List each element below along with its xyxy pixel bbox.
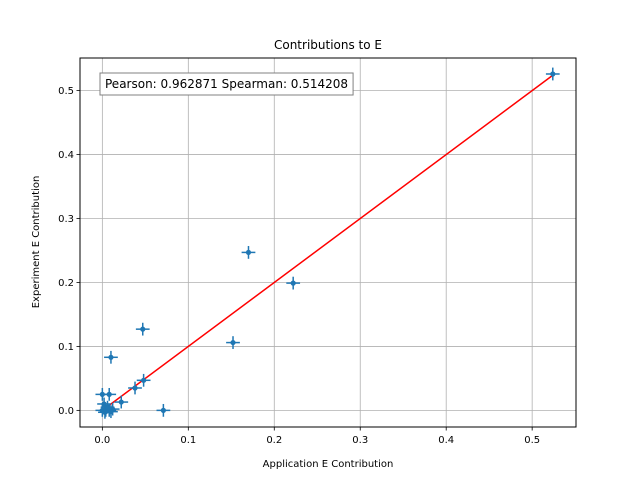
y-tick-label: 0.2 xyxy=(58,278,74,289)
annotation-text: Pearson: 0.962871 Spearman: 0.514208 xyxy=(105,77,348,91)
data-point xyxy=(286,276,301,290)
point-marker xyxy=(550,71,556,77)
y-axis-label: Experiment E Contribution xyxy=(31,176,42,309)
fit-line-layer xyxy=(101,74,554,411)
x-tick-label: 0.4 xyxy=(438,435,454,446)
point-marker xyxy=(160,407,166,413)
point-marker xyxy=(230,339,236,346)
data-point xyxy=(136,373,151,387)
x-tick-label: 0.3 xyxy=(352,435,368,446)
data-point xyxy=(135,322,150,336)
data-points-layer xyxy=(95,67,560,419)
point-marker xyxy=(140,326,146,332)
y-tick-label: 0.5 xyxy=(58,86,74,97)
x-tick-label: 0.0 xyxy=(94,435,110,446)
data-point xyxy=(156,403,171,417)
data-point xyxy=(241,246,256,259)
data-point xyxy=(545,67,560,81)
data-point xyxy=(102,387,117,401)
point-marker xyxy=(290,280,296,286)
annotation-box xyxy=(99,72,354,96)
x-tick-label: 0.1 xyxy=(180,435,196,446)
x-tick-label: 0.2 xyxy=(266,435,282,446)
point-marker xyxy=(141,377,147,383)
data-point xyxy=(114,395,129,409)
point-marker xyxy=(132,385,138,391)
y-tick-label: 0.4 xyxy=(58,150,74,161)
fit-line xyxy=(101,74,554,411)
y-tick-label: 0.3 xyxy=(58,214,74,225)
data-point xyxy=(128,381,142,395)
data-point xyxy=(104,350,118,364)
point-marker xyxy=(245,249,252,256)
plot-frame xyxy=(79,57,577,428)
point-marker xyxy=(108,354,114,360)
x-axis-label: Application E Contribution xyxy=(263,459,394,470)
point-marker xyxy=(118,399,124,405)
data-point xyxy=(226,336,240,349)
y-axis: 0.0 0.1 0.2 0.3 0.4 0.5 xyxy=(58,86,80,417)
correlation-annotation: Pearson: 0.962871 Spearman: 0.514208 xyxy=(99,72,354,96)
x-tick-label: 0.5 xyxy=(524,435,540,446)
y-tick-label: 0.1 xyxy=(58,342,74,353)
chart-title: Contributions to E xyxy=(274,38,382,52)
x-axis: 0.0 0.1 0.2 0.3 0.4 0.5 xyxy=(94,427,540,446)
point-marker xyxy=(106,391,112,397)
y-tick-label: 0.0 xyxy=(58,406,74,417)
point-marker xyxy=(108,409,114,415)
data-point xyxy=(104,405,118,419)
